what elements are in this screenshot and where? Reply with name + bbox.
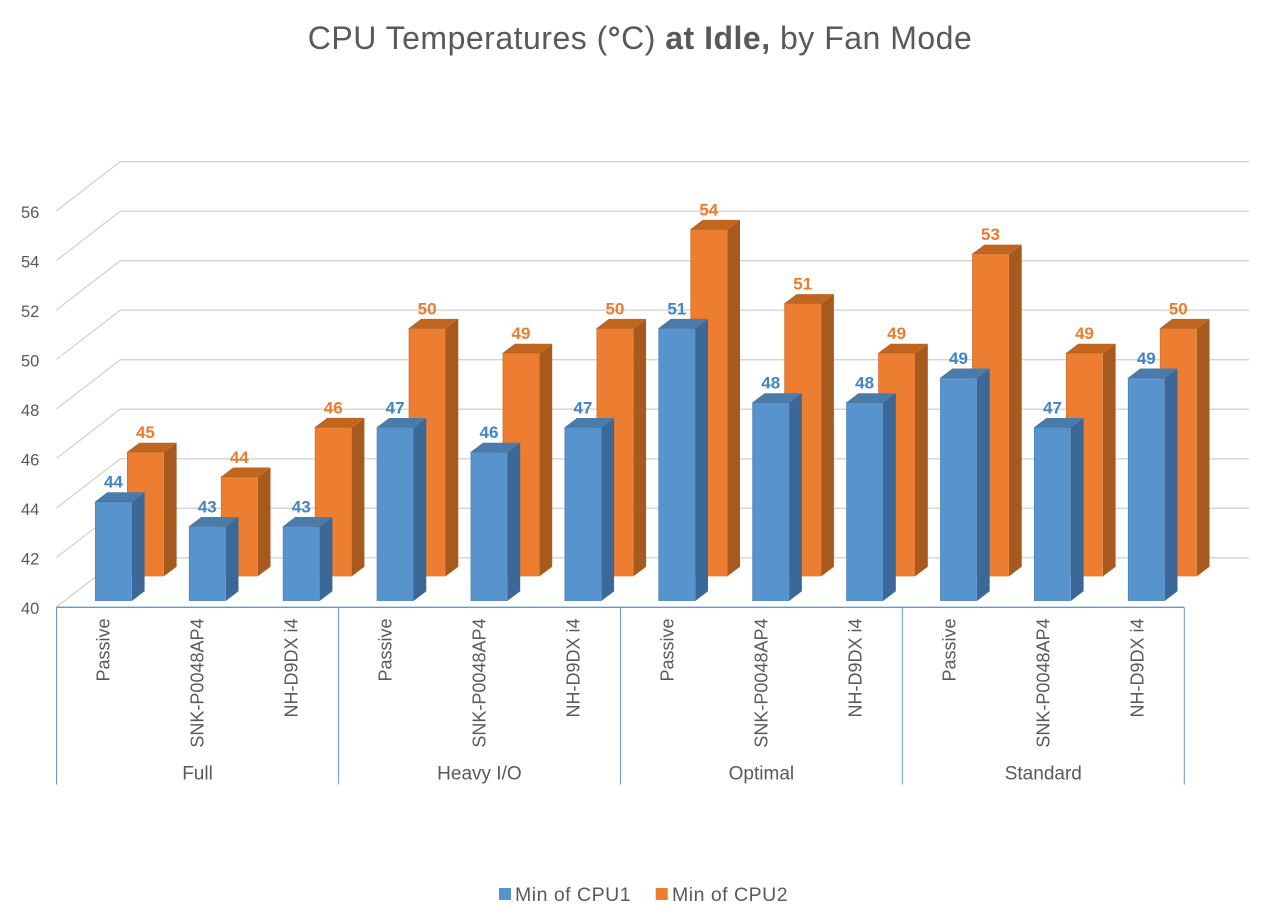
svg-text:42: 42 bbox=[21, 551, 39, 569]
svg-text:50: 50 bbox=[418, 299, 437, 318]
svg-text:Min of CPU2: Min of CPU2 bbox=[672, 884, 788, 906]
svg-text:NH-D9DX i4: NH-D9DX i4 bbox=[563, 619, 583, 718]
svg-text:49: 49 bbox=[887, 324, 906, 343]
svg-text:56: 56 bbox=[21, 204, 39, 222]
svg-text:Passive: Passive bbox=[657, 619, 677, 682]
svg-text:SNK-P0048AP4: SNK-P0048AP4 bbox=[751, 619, 771, 748]
svg-text:50: 50 bbox=[1169, 299, 1188, 318]
svg-text:Optimal: Optimal bbox=[729, 764, 794, 785]
svg-text:49: 49 bbox=[1075, 324, 1094, 343]
svg-text:SNK-P0048AP4: SNK-P0048AP4 bbox=[469, 619, 489, 748]
svg-text:40: 40 bbox=[21, 600, 39, 618]
svg-text:48: 48 bbox=[761, 374, 780, 393]
svg-text:50: 50 bbox=[21, 352, 39, 370]
svg-text:53: 53 bbox=[981, 225, 1000, 244]
svg-text:47: 47 bbox=[573, 398, 592, 417]
svg-text:Passive: Passive bbox=[375, 619, 395, 682]
svg-text:46: 46 bbox=[480, 423, 499, 442]
svg-text:46: 46 bbox=[324, 398, 343, 417]
svg-text:Standard: Standard bbox=[1005, 764, 1082, 785]
svg-text:SNK-P0048AP4: SNK-P0048AP4 bbox=[1033, 619, 1053, 748]
svg-text:44: 44 bbox=[230, 448, 249, 467]
svg-text:51: 51 bbox=[793, 275, 812, 294]
svg-text:51: 51 bbox=[667, 299, 686, 318]
svg-text:47: 47 bbox=[386, 398, 405, 417]
svg-text:48: 48 bbox=[855, 374, 874, 393]
svg-text:NH-D9DX i4: NH-D9DX i4 bbox=[845, 619, 865, 718]
svg-text:45: 45 bbox=[136, 423, 155, 442]
svg-text:49: 49 bbox=[1137, 349, 1156, 368]
svg-text:43: 43 bbox=[292, 497, 311, 516]
svg-text:Full: Full bbox=[182, 764, 213, 785]
svg-text:48: 48 bbox=[21, 402, 39, 420]
svg-text:44: 44 bbox=[21, 501, 39, 519]
svg-text:Passive: Passive bbox=[94, 619, 114, 682]
svg-text:43: 43 bbox=[198, 497, 217, 516]
svg-text:54: 54 bbox=[699, 200, 718, 219]
svg-text:NH-D9DX i4: NH-D9DX i4 bbox=[1127, 619, 1147, 718]
svg-text:Min of CPU1: Min of CPU1 bbox=[515, 884, 631, 906]
svg-text:52: 52 bbox=[21, 303, 39, 321]
svg-text:46: 46 bbox=[21, 451, 39, 469]
svg-text:54: 54 bbox=[21, 253, 39, 271]
svg-text:Heavy I/O: Heavy I/O bbox=[437, 764, 521, 785]
svg-text:44: 44 bbox=[104, 473, 123, 492]
svg-text:NH-D9DX i4: NH-D9DX i4 bbox=[282, 619, 302, 718]
svg-text:Passive: Passive bbox=[939, 619, 959, 682]
svg-text:50: 50 bbox=[605, 299, 624, 318]
svg-text:49: 49 bbox=[949, 349, 968, 368]
svg-text:47: 47 bbox=[1043, 398, 1062, 417]
svg-text:CPU Temperatures (°C) at Idle,: CPU Temperatures (°C) at Idle, by Fan Mo… bbox=[308, 20, 973, 56]
svg-text:49: 49 bbox=[512, 324, 531, 343]
svg-text:SNK-P0048AP4: SNK-P0048AP4 bbox=[188, 619, 208, 748]
